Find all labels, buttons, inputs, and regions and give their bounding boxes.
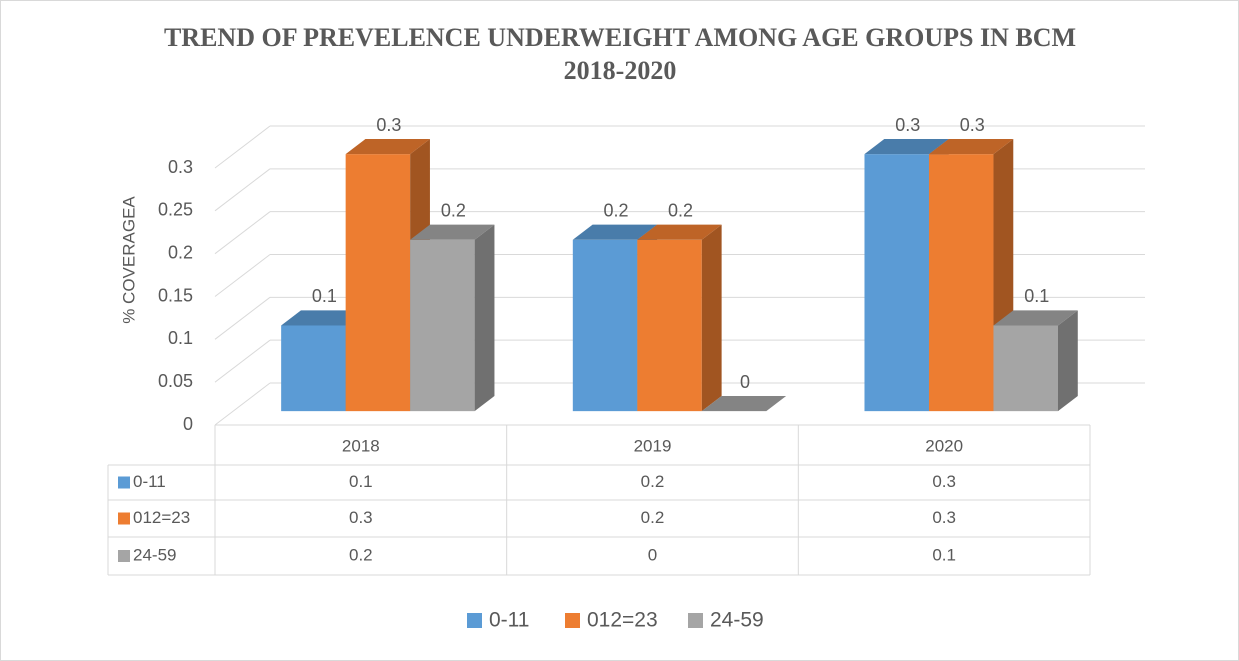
- table-cell: 0.1: [349, 472, 373, 491]
- y-tick-label: 0.2: [168, 242, 193, 262]
- data-label: 0.1: [1024, 286, 1049, 306]
- bar-top: [345, 139, 430, 155]
- data-label: 0.2: [441, 200, 466, 220]
- legend-key: [688, 613, 703, 628]
- data-label: 0.1: [312, 286, 337, 306]
- bar-top: [572, 224, 658, 240]
- bar-side: [1057, 310, 1078, 412]
- category-label: 2018: [342, 436, 380, 455]
- bar-side: [474, 224, 495, 412]
- table-row-label: 24-59: [133, 545, 176, 564]
- legend-key: [467, 613, 482, 628]
- table-row-label: 012=23: [133, 508, 190, 527]
- y-tick-label: 0.25: [158, 200, 193, 220]
- bar-front: [410, 239, 475, 412]
- grid-line-side: [214, 254, 271, 297]
- grid-line-side: [214, 339, 271, 383]
- grid-line-side: [214, 211, 271, 255]
- table-legend-key: [118, 512, 130, 525]
- bar-top: [281, 310, 366, 326]
- y-tick-label: 0.05: [158, 371, 193, 391]
- bar-top: [701, 396, 787, 412]
- grid-line-side: [214, 125, 271, 169]
- y-tick-label: 0.1: [168, 328, 193, 348]
- bar-front: [572, 239, 638, 412]
- data-label: 0: [740, 372, 750, 392]
- y-tick-label: 0: [183, 414, 193, 434]
- legend-label: 012=23: [587, 609, 658, 632]
- data-label: 0.2: [668, 200, 693, 220]
- table-cell: 0: [648, 545, 657, 564]
- table-cell: 0.2: [641, 508, 665, 527]
- grid-line-side: [214, 382, 271, 426]
- legend-label: 24-59: [710, 609, 764, 632]
- bar-top: [864, 139, 949, 155]
- bar-top: [410, 224, 495, 240]
- bar-front: [928, 154, 994, 412]
- category-label: 2020: [925, 436, 963, 455]
- grid-line-side: [214, 168, 271, 212]
- data-label: 0.3: [960, 115, 985, 135]
- bar-front: [993, 325, 1058, 412]
- legend-key: [565, 613, 580, 628]
- data-label: 0.3: [376, 115, 401, 135]
- bar-top: [928, 139, 1014, 155]
- data-label: 0.2: [604, 200, 629, 220]
- table-cell: 0.2: [349, 545, 373, 564]
- y-axis-label: % COVERAGEA: [119, 196, 138, 324]
- bar-front: [281, 325, 346, 412]
- table-cell: 0.3: [932, 508, 956, 527]
- legend-label: 0-11: [489, 609, 529, 632]
- y-tick-label: 0.15: [158, 285, 193, 305]
- grid-line-side: [214, 296, 271, 340]
- table-cell: 0.3: [349, 508, 373, 527]
- table-row-label: 0-11: [133, 472, 166, 491]
- table-cell: 0.3: [932, 472, 956, 491]
- table-cell: 0.1: [932, 545, 956, 564]
- bar-front: [637, 239, 702, 412]
- table-cell: 0.2: [641, 472, 665, 491]
- bar-top: [637, 224, 722, 240]
- category-label: 2019: [634, 436, 672, 455]
- table-legend-key: [118, 550, 130, 562]
- bar-front: [864, 154, 929, 412]
- chart-title: TREND OF PREVELENCE UNDERWEIGHT AMONG AG…: [164, 23, 1076, 85]
- bar-front: [345, 154, 411, 412]
- bar-top: [993, 310, 1078, 326]
- y-tick-label: 0.3: [168, 157, 193, 177]
- data-label: 0.3: [895, 115, 920, 135]
- bar-side: [701, 224, 722, 412]
- table-legend-key: [118, 476, 130, 489]
